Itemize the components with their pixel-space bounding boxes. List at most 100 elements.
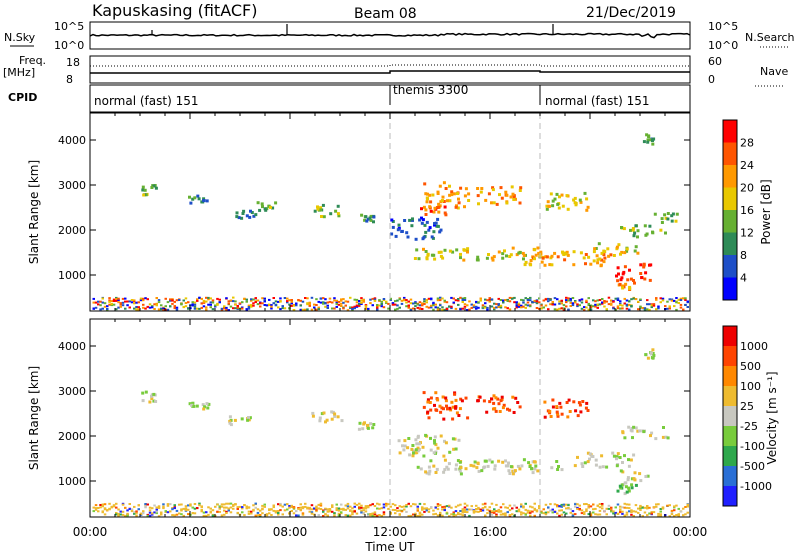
scatter-cell	[92, 301, 95, 304]
scatter-cell	[139, 297, 143, 300]
scatter-cell	[394, 509, 397, 511]
scatter-cell	[475, 300, 478, 303]
scatter-cell	[326, 510, 329, 513]
echo-cell	[662, 426, 665, 429]
echo-cell	[444, 187, 448, 190]
echo-cell	[490, 397, 493, 401]
echo-cell	[197, 197, 201, 201]
scatter-cell	[322, 515, 325, 517]
echo-cell	[592, 259, 596, 263]
scatter-cell	[94, 508, 98, 511]
scatter-cell	[524, 303, 527, 306]
echo-cell	[141, 391, 145, 395]
colorbar-segment	[723, 255, 737, 278]
scatter-cell	[560, 307, 563, 310]
nsky-label: N.Sky	[4, 31, 36, 44]
echo-cell	[371, 426, 375, 430]
scatter-cell	[148, 306, 152, 309]
scatter-cell	[184, 302, 188, 304]
echo-cell	[361, 427, 365, 431]
echo-cell	[410, 447, 414, 451]
echo-cell	[620, 483, 624, 487]
echo-cell	[235, 211, 239, 215]
scatter-cell	[517, 305, 521, 308]
scatter-cell	[594, 507, 597, 510]
scatter-cell	[121, 297, 125, 300]
scatter-cell	[583, 513, 586, 515]
x-tick-label: 04:00	[173, 525, 208, 539]
scatter-cell	[623, 506, 626, 509]
scatter-cell	[589, 306, 593, 309]
scatter-cell	[405, 510, 408, 513]
scatter-cell	[421, 308, 424, 310]
scatter-cell	[360, 511, 363, 514]
scatter-cell	[254, 301, 257, 303]
scatter-cell	[225, 306, 228, 309]
echo-cell	[533, 257, 536, 261]
echo-cell	[621, 272, 625, 276]
scatter-cell	[279, 308, 282, 311]
scatter-cell	[245, 507, 248, 510]
echo-cell	[642, 430, 646, 434]
scatter-cell	[540, 307, 543, 310]
echo-cell	[534, 253, 538, 257]
velocity-colorbar-label: Velocity [m s⁻¹]	[765, 371, 779, 464]
echo-cell	[528, 465, 532, 468]
scatter-cell	[646, 507, 649, 510]
echo-cell	[646, 356, 650, 360]
scatter-cell	[160, 511, 163, 514]
echo-cell	[319, 206, 323, 210]
scatter-cell	[387, 302, 390, 305]
scatter-cell	[353, 307, 356, 310]
echo-cell	[250, 211, 254, 214]
scatter-cell	[313, 303, 316, 306]
colorbar-segment	[723, 165, 737, 188]
scatter-cell	[625, 513, 629, 516]
scatter-cell	[441, 308, 444, 311]
scatter-cell	[457, 504, 460, 507]
scatter-cell	[205, 296, 208, 299]
scatter-cell	[216, 510, 219, 513]
scatter-cell	[369, 513, 372, 515]
scatter-cell	[558, 505, 561, 508]
echo-cell	[439, 410, 443, 414]
scatter-cell	[544, 511, 548, 514]
echo-cell	[616, 266, 620, 270]
echo-cell	[366, 426, 370, 430]
scatter-cell	[571, 302, 575, 305]
scatter-cell	[101, 301, 104, 304]
scatter-cell	[106, 305, 109, 308]
scatter-cell	[155, 506, 158, 509]
echo-cell	[330, 410, 334, 414]
echo-cell	[476, 194, 480, 198]
echo-cell	[241, 212, 245, 215]
echo-cell	[320, 215, 323, 218]
scatter-cell	[283, 503, 287, 506]
colorbar-tick-label: 1000	[740, 340, 768, 353]
scatter-cell	[641, 506, 644, 509]
scatter-cell	[477, 510, 480, 513]
scatter-cell	[515, 304, 518, 307]
scatter-cell	[463, 299, 467, 301]
scatter-cell	[299, 308, 302, 311]
scatter-cell	[385, 300, 388, 303]
echo-cell	[365, 219, 369, 223]
echo-cell	[410, 224, 414, 228]
echo-cell	[650, 431, 654, 435]
echo-cell	[601, 465, 605, 469]
scatter-cell	[558, 300, 561, 303]
echo-cell	[448, 406, 452, 410]
echo-cell	[616, 489, 620, 493]
echo-cell	[627, 425, 631, 429]
echo-cell	[329, 212, 333, 216]
scatter-cell	[236, 305, 239, 307]
scatter-cell	[504, 306, 507, 309]
scatter-cell	[106, 308, 109, 310]
scatter-cell	[340, 305, 343, 307]
scatter-cell	[531, 300, 534, 303]
echo-cell	[450, 193, 454, 197]
echo-cell	[500, 395, 504, 399]
scatter-cell	[448, 504, 451, 507]
scatter-cell	[331, 504, 334, 507]
echo-cell	[514, 197, 517, 201]
